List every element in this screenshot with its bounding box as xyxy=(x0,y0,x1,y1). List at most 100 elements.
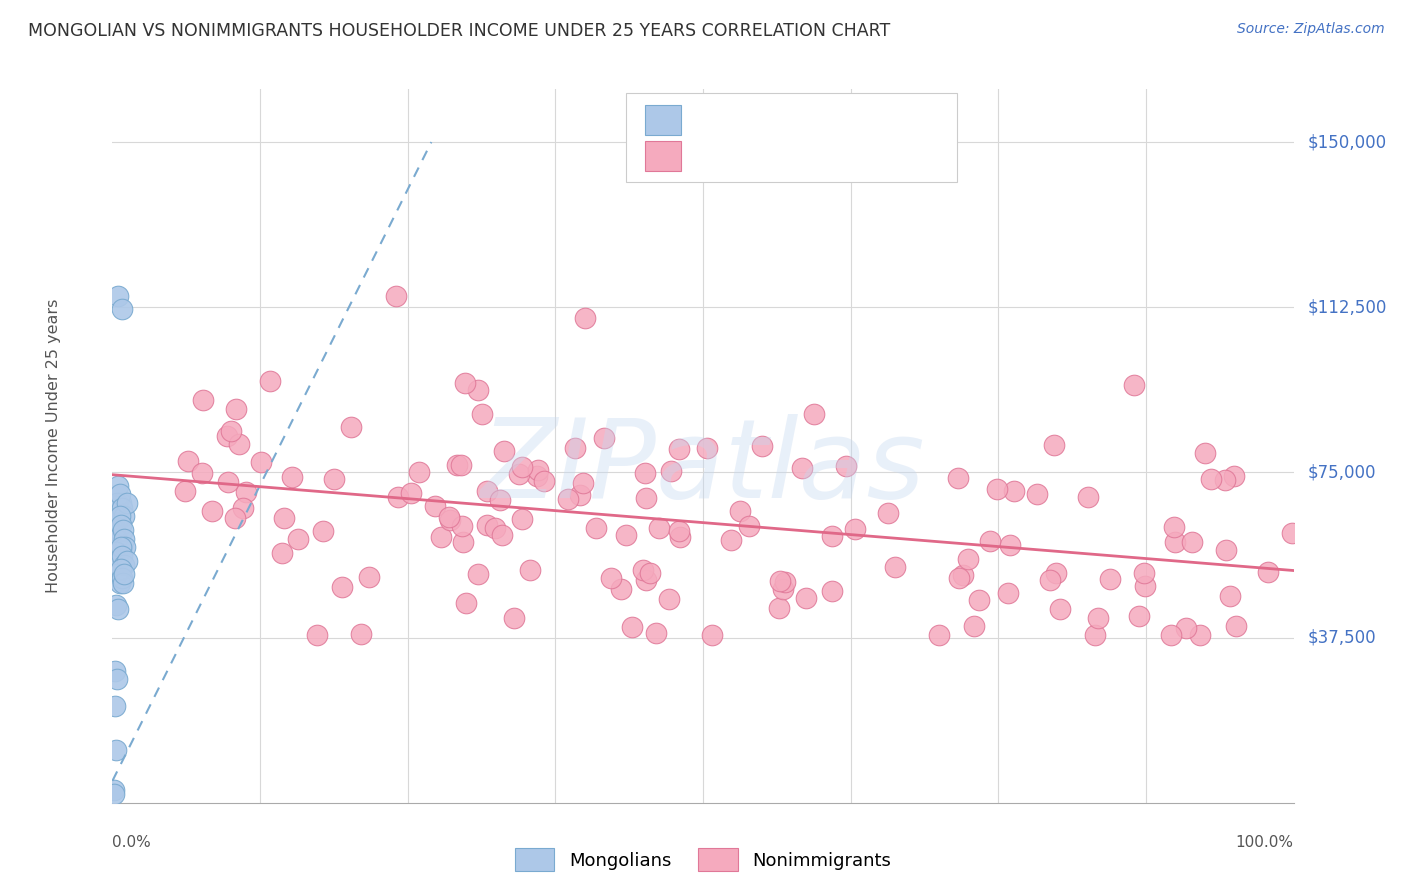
Point xyxy=(1087,611,1109,625)
Point xyxy=(844,522,866,536)
Point xyxy=(1002,483,1025,498)
Point xyxy=(105,532,128,546)
Point xyxy=(107,289,129,303)
FancyBboxPatch shape xyxy=(645,141,681,170)
Point xyxy=(633,563,655,577)
Text: ZIPatlas: ZIPatlas xyxy=(481,414,925,521)
Point xyxy=(728,504,751,518)
Point xyxy=(112,509,135,524)
Point xyxy=(1133,566,1156,580)
Point xyxy=(1223,469,1246,483)
Point xyxy=(105,673,128,687)
Point xyxy=(105,496,128,510)
Point xyxy=(772,582,794,597)
Point xyxy=(399,486,422,500)
Point xyxy=(491,528,513,542)
Point xyxy=(928,628,950,642)
Point xyxy=(177,454,200,468)
Point xyxy=(446,458,468,472)
Point xyxy=(1084,628,1107,642)
Point xyxy=(952,568,974,582)
Point xyxy=(228,437,250,451)
Point xyxy=(408,465,430,479)
Text: $150,000: $150,000 xyxy=(1308,133,1386,151)
Point xyxy=(105,743,128,757)
Point xyxy=(1181,535,1204,549)
Point xyxy=(508,467,530,482)
Point xyxy=(385,289,408,303)
Point xyxy=(883,560,905,574)
Point xyxy=(1045,566,1067,581)
Point xyxy=(773,574,796,589)
Point xyxy=(634,574,657,588)
Point xyxy=(997,586,1019,600)
Point xyxy=(387,490,409,504)
Point xyxy=(112,566,135,581)
Point xyxy=(634,491,657,505)
Point xyxy=(794,591,817,605)
Point xyxy=(103,787,125,801)
Point xyxy=(877,506,900,520)
Point xyxy=(219,424,242,438)
Point xyxy=(484,521,506,535)
Point xyxy=(1128,608,1150,623)
Point xyxy=(519,563,541,577)
Point xyxy=(249,455,271,469)
Point xyxy=(751,439,773,453)
Point xyxy=(669,530,692,544)
Point xyxy=(1160,628,1182,642)
Point xyxy=(454,376,477,391)
Point xyxy=(174,483,197,498)
Text: N =: N = xyxy=(797,146,839,164)
Point xyxy=(425,499,447,513)
Point xyxy=(201,504,224,518)
Point xyxy=(564,441,586,455)
Point xyxy=(475,518,498,533)
Point xyxy=(232,501,254,516)
Point xyxy=(986,482,1008,496)
Point xyxy=(1122,378,1144,392)
Point xyxy=(111,549,134,563)
Point xyxy=(108,487,131,501)
Point xyxy=(668,442,690,457)
Point xyxy=(190,467,212,481)
Point xyxy=(946,471,969,485)
Point xyxy=(574,311,596,326)
Text: $37,500: $37,500 xyxy=(1308,629,1376,647)
Point xyxy=(215,429,238,443)
Point xyxy=(110,518,132,533)
Point xyxy=(110,562,132,576)
Point xyxy=(600,572,623,586)
Text: 0.0%: 0.0% xyxy=(112,835,152,850)
Point xyxy=(526,469,548,483)
Point xyxy=(430,530,453,544)
Point xyxy=(235,484,257,499)
Text: R =: R = xyxy=(693,111,730,128)
Point xyxy=(645,625,668,640)
Point xyxy=(956,552,979,566)
Point xyxy=(661,464,683,478)
Point xyxy=(107,478,129,492)
Point xyxy=(1225,619,1247,633)
Point xyxy=(790,460,813,475)
Point xyxy=(1043,437,1066,451)
Point xyxy=(467,384,489,398)
Point xyxy=(467,566,489,581)
Text: -0.403: -0.403 xyxy=(741,146,794,164)
Point xyxy=(621,619,644,633)
Point xyxy=(585,521,607,535)
Text: Source: ZipAtlas.com: Source: ZipAtlas.com xyxy=(1237,22,1385,37)
Point xyxy=(593,431,616,445)
Point xyxy=(803,407,825,421)
Point xyxy=(104,698,127,713)
Point xyxy=(634,466,657,480)
Text: 139: 139 xyxy=(859,146,890,164)
Text: 38: 38 xyxy=(859,111,880,128)
Point xyxy=(108,509,131,524)
Text: $112,500: $112,500 xyxy=(1308,298,1386,317)
Point xyxy=(475,484,498,499)
Point xyxy=(700,628,723,642)
Point xyxy=(225,401,247,416)
Point xyxy=(281,470,304,484)
Point xyxy=(456,596,478,610)
